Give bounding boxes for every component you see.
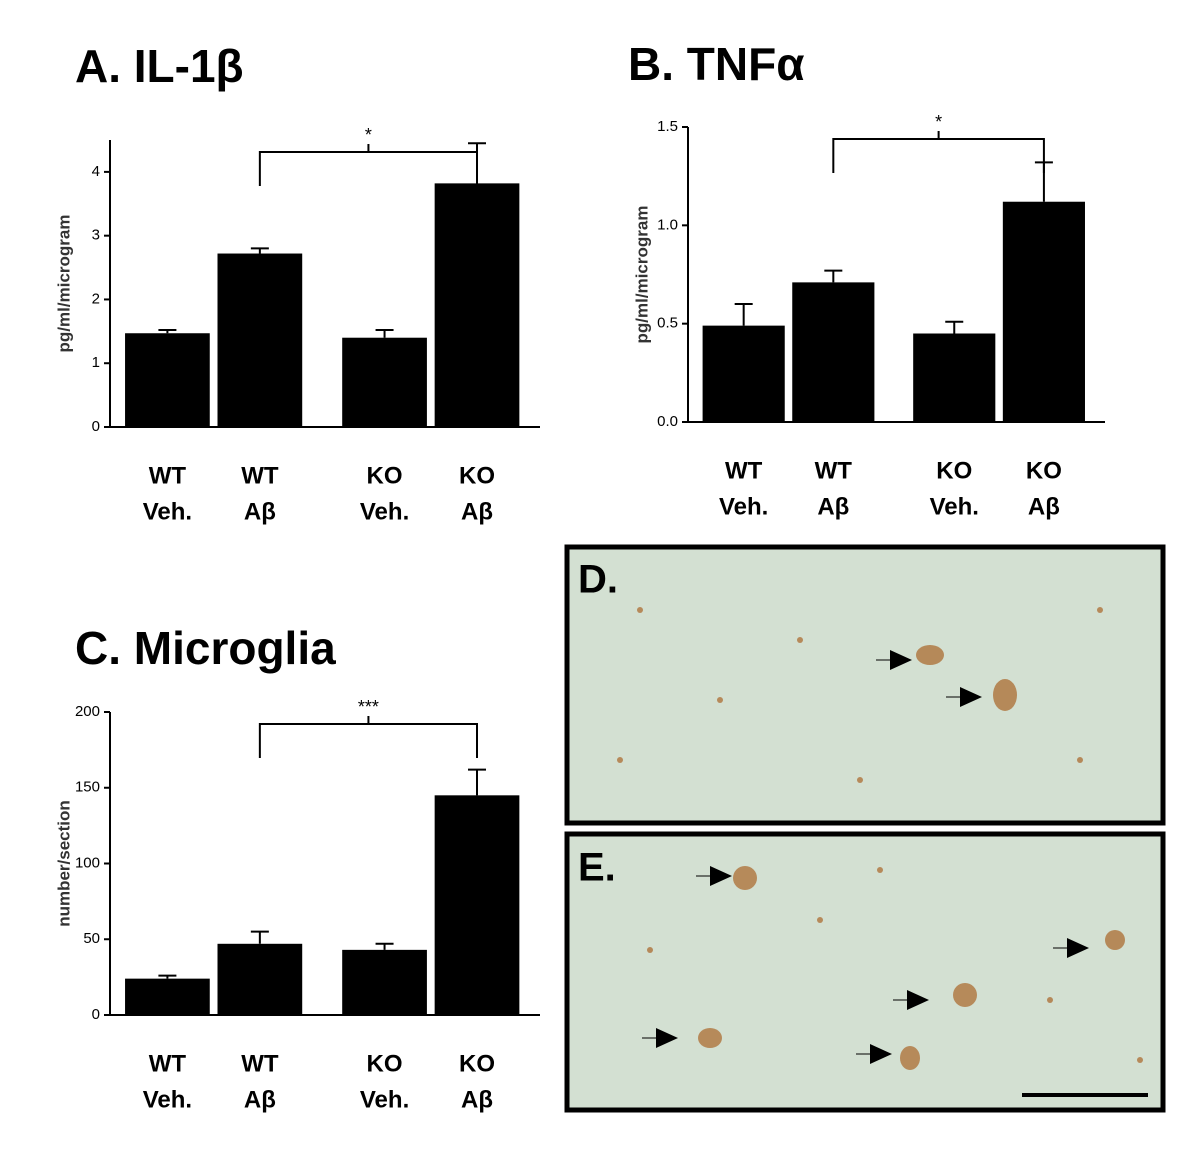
bar bbox=[434, 183, 520, 427]
chart-title: B. TNFα bbox=[628, 38, 804, 90]
x-tick-label: KO bbox=[367, 462, 403, 489]
cells bbox=[617, 607, 1103, 783]
x-tick-label: Veh. bbox=[719, 493, 768, 520]
x-tick-label: KO bbox=[459, 462, 495, 489]
error-bar bbox=[375, 942, 394, 950]
error-bar bbox=[734, 303, 753, 326]
x-tick-label: Veh. bbox=[143, 498, 192, 525]
y-tick-label: 4 bbox=[92, 163, 100, 180]
x-tick-label: Veh. bbox=[360, 1086, 409, 1113]
y-tick-label: 0.5 bbox=[657, 315, 678, 332]
y-tick-label: 1.0 bbox=[657, 216, 678, 233]
x-tick-label: KO bbox=[936, 457, 972, 484]
bar bbox=[342, 337, 427, 427]
error-bar bbox=[158, 974, 177, 979]
y-tick-label: 150 bbox=[75, 779, 100, 796]
x-tick-label: Veh. bbox=[143, 1086, 192, 1113]
bar bbox=[217, 253, 303, 427]
x-tick-label: WT bbox=[725, 457, 763, 484]
image-frame bbox=[564, 831, 1166, 1113]
error-bar bbox=[468, 768, 487, 796]
x-tick-label: WT bbox=[241, 462, 279, 489]
significance-label: * bbox=[365, 125, 372, 145]
x-tick-label: Veh. bbox=[930, 493, 979, 520]
significance-label: * bbox=[935, 112, 942, 132]
bar bbox=[792, 282, 875, 422]
y-tick-label: 100 bbox=[75, 854, 100, 871]
error-bar bbox=[158, 329, 177, 334]
bar bbox=[125, 978, 210, 1015]
x-tick-label: WT bbox=[149, 1050, 187, 1077]
chart-title: A. IL-1β bbox=[75, 40, 244, 92]
x-tick-label: Aβ bbox=[461, 1086, 493, 1113]
y-axis-label: pg/ml/microgram bbox=[632, 206, 651, 344]
error-bar bbox=[945, 320, 964, 334]
x-tick-label: KO bbox=[367, 1050, 403, 1077]
x-tick-label: KO bbox=[459, 1050, 495, 1077]
significance-bracket bbox=[832, 131, 1045, 173]
bar bbox=[434, 795, 520, 1015]
significance-bracket bbox=[258, 716, 479, 758]
chart-title: C. Microglia bbox=[75, 622, 336, 674]
panel-label: D. bbox=[578, 558, 618, 602]
cells bbox=[647, 866, 1143, 1070]
error-bar bbox=[250, 930, 269, 944]
bar bbox=[125, 333, 210, 427]
error-bar bbox=[250, 247, 269, 254]
image-frame bbox=[564, 544, 1166, 826]
y-tick-label: 1 bbox=[92, 354, 100, 371]
y-axis-label: pg/ml/microgram bbox=[54, 215, 73, 353]
bar bbox=[217, 943, 303, 1015]
x-tick-label: KO bbox=[1026, 457, 1062, 484]
error-bar bbox=[375, 329, 394, 338]
y-tick-label: 0.0 bbox=[657, 413, 678, 430]
bar bbox=[1002, 201, 1085, 422]
y-tick-label: 3 bbox=[92, 227, 100, 244]
y-axis-label: number/section bbox=[54, 800, 73, 927]
y-tick-label: 200 bbox=[75, 703, 100, 720]
micrograph-e: E. bbox=[564, 831, 1166, 1113]
y-tick-label: 50 bbox=[83, 930, 100, 947]
bar bbox=[702, 325, 785, 422]
bar bbox=[913, 333, 996, 422]
x-tick-label: Aβ bbox=[1028, 493, 1060, 520]
panel-label: E. bbox=[578, 846, 616, 890]
y-tick-label: 0 bbox=[92, 418, 100, 435]
y-tick-label: 0 bbox=[92, 1006, 100, 1023]
x-tick-label: WT bbox=[241, 1050, 279, 1077]
x-tick-label: WT bbox=[815, 457, 853, 484]
y-tick-label: 1.5 bbox=[657, 118, 678, 135]
x-tick-label: Aβ bbox=[461, 498, 493, 525]
bar bbox=[342, 949, 427, 1015]
x-tick-label: WT bbox=[149, 462, 187, 489]
micrograph-d: D. bbox=[564, 544, 1166, 826]
y-tick-label: 2 bbox=[92, 290, 100, 307]
x-tick-label: Veh. bbox=[360, 498, 409, 525]
significance-bracket bbox=[258, 144, 479, 186]
x-tick-label: Aβ bbox=[244, 1086, 276, 1113]
x-tick-label: Aβ bbox=[244, 498, 276, 525]
x-tick-label: Aβ bbox=[817, 493, 849, 520]
error-bar bbox=[824, 269, 843, 283]
significance-label: *** bbox=[358, 697, 379, 717]
